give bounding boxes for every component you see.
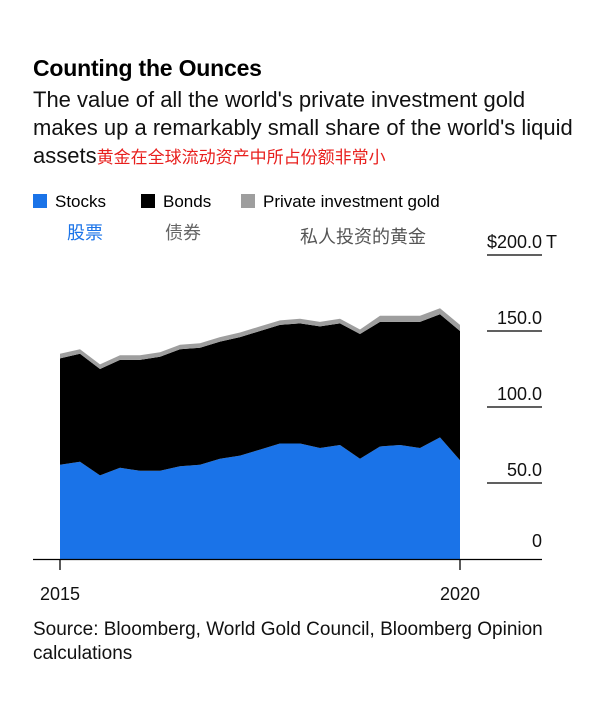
y-tick-labels: 0 50.0 100.0 150.0 $200.0 T [487, 232, 557, 551]
x-axis: 2015 2020 [33, 558, 542, 604]
bonds-area [60, 314, 460, 476]
legend-label-stocks: Stocks [55, 192, 107, 211]
x-tick-label: 2020 [440, 584, 480, 604]
legend-cn-stocks: 股票 [67, 223, 103, 243]
y-tick-label: 50.0 [507, 460, 542, 480]
gold-swatch [241, 194, 255, 208]
area-layers [60, 308, 460, 559]
chinese-annotation: 黄金在全球流动资产中所占份额非常小 [96, 148, 386, 167]
source-note: Source: Bloomberg, World Gold Council, B… [33, 619, 543, 664]
subtitle-text: The value of all the world's private inv… [33, 87, 573, 168]
x-tick-label: 2015 [40, 584, 80, 604]
y-tick-label: $200.0 [487, 232, 542, 252]
y-tick-label: 150.0 [497, 308, 542, 328]
y-unit-label: T [546, 232, 557, 252]
y-gridlines [487, 254, 542, 484]
legend-item-gold: Private investment gold [241, 192, 440, 212]
legend-item-bonds: Bonds [141, 192, 211, 212]
legend-cn-gold: 私人投资的黄金 [300, 227, 426, 247]
legend-label-gold: Private investment gold [263, 192, 440, 211]
chart-title: Counting the Ounces [33, 55, 262, 81]
stocks-swatch [33, 194, 47, 208]
gold-area [60, 308, 460, 369]
y-tick-label: 0 [532, 531, 542, 551]
chart-subtitle: The value of all the world's private inv… [33, 86, 593, 172]
stocks-area [60, 437, 460, 559]
bonds-swatch [141, 194, 155, 208]
legend-cn-bonds: 债券 [165, 223, 201, 243]
legend-label-bonds: Bonds [163, 192, 212, 211]
y-tick-label: 100.0 [497, 384, 542, 404]
legend-item-stocks: Stocks [33, 192, 106, 212]
